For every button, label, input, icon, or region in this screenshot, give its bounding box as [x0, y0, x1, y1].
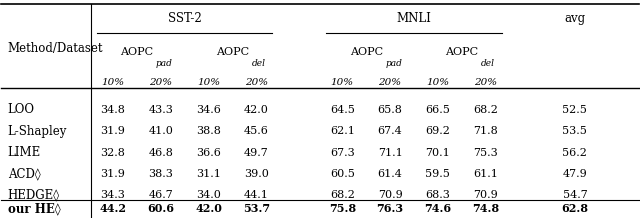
- Text: 34.8: 34.8: [100, 105, 125, 115]
- Text: AOPC: AOPC: [120, 48, 154, 58]
- Text: 31.9: 31.9: [100, 126, 125, 136]
- Text: LIME: LIME: [8, 146, 41, 159]
- Text: 20%: 20%: [474, 78, 497, 87]
- Text: 38.8: 38.8: [196, 126, 221, 136]
- Text: 45.6: 45.6: [244, 126, 269, 136]
- Text: 56.2: 56.2: [563, 148, 588, 158]
- Text: LOO: LOO: [8, 104, 35, 116]
- Text: 60.5: 60.5: [330, 169, 355, 179]
- Text: 52.5: 52.5: [563, 105, 588, 115]
- Text: 65.8: 65.8: [378, 105, 403, 115]
- Text: 31.1: 31.1: [196, 169, 221, 179]
- Text: 60.6: 60.6: [147, 203, 174, 215]
- Text: 67.4: 67.4: [378, 126, 403, 136]
- Text: 10%: 10%: [426, 78, 449, 87]
- Text: L-Shapley: L-Shapley: [8, 125, 67, 138]
- Text: 68.2: 68.2: [330, 190, 355, 200]
- Text: 34.6: 34.6: [196, 105, 221, 115]
- Text: 41.0: 41.0: [148, 126, 173, 136]
- Text: 34.0: 34.0: [196, 190, 221, 200]
- Text: 10%: 10%: [101, 78, 124, 87]
- Text: 76.3: 76.3: [376, 203, 404, 215]
- Text: 44.1: 44.1: [244, 190, 269, 200]
- Text: 43.3: 43.3: [148, 105, 173, 115]
- Text: del: del: [481, 59, 495, 68]
- Text: SST-2: SST-2: [168, 12, 202, 25]
- Text: 66.5: 66.5: [426, 105, 451, 115]
- Text: 32.8: 32.8: [100, 148, 125, 158]
- Text: pad: pad: [156, 59, 173, 68]
- Text: 68.3: 68.3: [426, 190, 451, 200]
- Text: 61.4: 61.4: [378, 169, 403, 179]
- Text: 54.7: 54.7: [563, 190, 588, 200]
- Text: 67.3: 67.3: [330, 148, 355, 158]
- Text: Method/Dataset: Method/Dataset: [8, 42, 103, 55]
- Text: 70.9: 70.9: [378, 190, 403, 200]
- Text: 38.3: 38.3: [148, 169, 173, 179]
- Text: HEDGE◊: HEDGE◊: [8, 189, 60, 202]
- Text: 20%: 20%: [244, 78, 268, 87]
- Text: 10%: 10%: [331, 78, 354, 87]
- Text: 42.0: 42.0: [195, 203, 222, 215]
- Text: 68.2: 68.2: [473, 105, 498, 115]
- Text: 44.2: 44.2: [99, 203, 127, 215]
- Text: 46.7: 46.7: [148, 190, 173, 200]
- Text: 53.7: 53.7: [243, 203, 270, 215]
- Text: 62.1: 62.1: [330, 126, 355, 136]
- Text: 64.5: 64.5: [330, 105, 355, 115]
- Text: 71.8: 71.8: [474, 126, 498, 136]
- Text: 53.5: 53.5: [563, 126, 588, 136]
- Text: 36.6: 36.6: [196, 148, 221, 158]
- Text: avg: avg: [564, 12, 586, 25]
- Text: 20%: 20%: [149, 78, 172, 87]
- Text: 70.1: 70.1: [426, 148, 451, 158]
- Text: AOPC: AOPC: [349, 48, 383, 58]
- Text: 39.0: 39.0: [244, 169, 269, 179]
- Text: 46.8: 46.8: [148, 148, 173, 158]
- Text: 49.7: 49.7: [244, 148, 269, 158]
- Text: 42.0: 42.0: [244, 105, 269, 115]
- Text: MNLI: MNLI: [397, 12, 431, 25]
- Text: AOPC: AOPC: [445, 48, 478, 58]
- Text: 20%: 20%: [378, 78, 402, 87]
- Text: 70.9: 70.9: [474, 190, 498, 200]
- Text: 10%: 10%: [197, 78, 220, 87]
- Text: 71.1: 71.1: [378, 148, 403, 158]
- Text: 75.3: 75.3: [474, 148, 498, 158]
- Text: 61.1: 61.1: [473, 169, 498, 179]
- Text: AOPC: AOPC: [216, 48, 249, 58]
- Text: 34.3: 34.3: [100, 190, 125, 200]
- Text: 47.9: 47.9: [563, 169, 588, 179]
- Text: del: del: [252, 59, 266, 68]
- Text: 75.8: 75.8: [329, 203, 356, 215]
- Text: our HE◊: our HE◊: [8, 203, 60, 215]
- Text: pad: pad: [385, 59, 402, 68]
- Text: ACD◊: ACD◊: [8, 167, 40, 180]
- Text: 59.5: 59.5: [426, 169, 451, 179]
- Text: 62.8: 62.8: [561, 203, 588, 215]
- Text: 74.8: 74.8: [472, 203, 499, 215]
- Text: 74.6: 74.6: [424, 203, 451, 215]
- Text: 69.2: 69.2: [426, 126, 451, 136]
- Text: 31.9: 31.9: [100, 169, 125, 179]
